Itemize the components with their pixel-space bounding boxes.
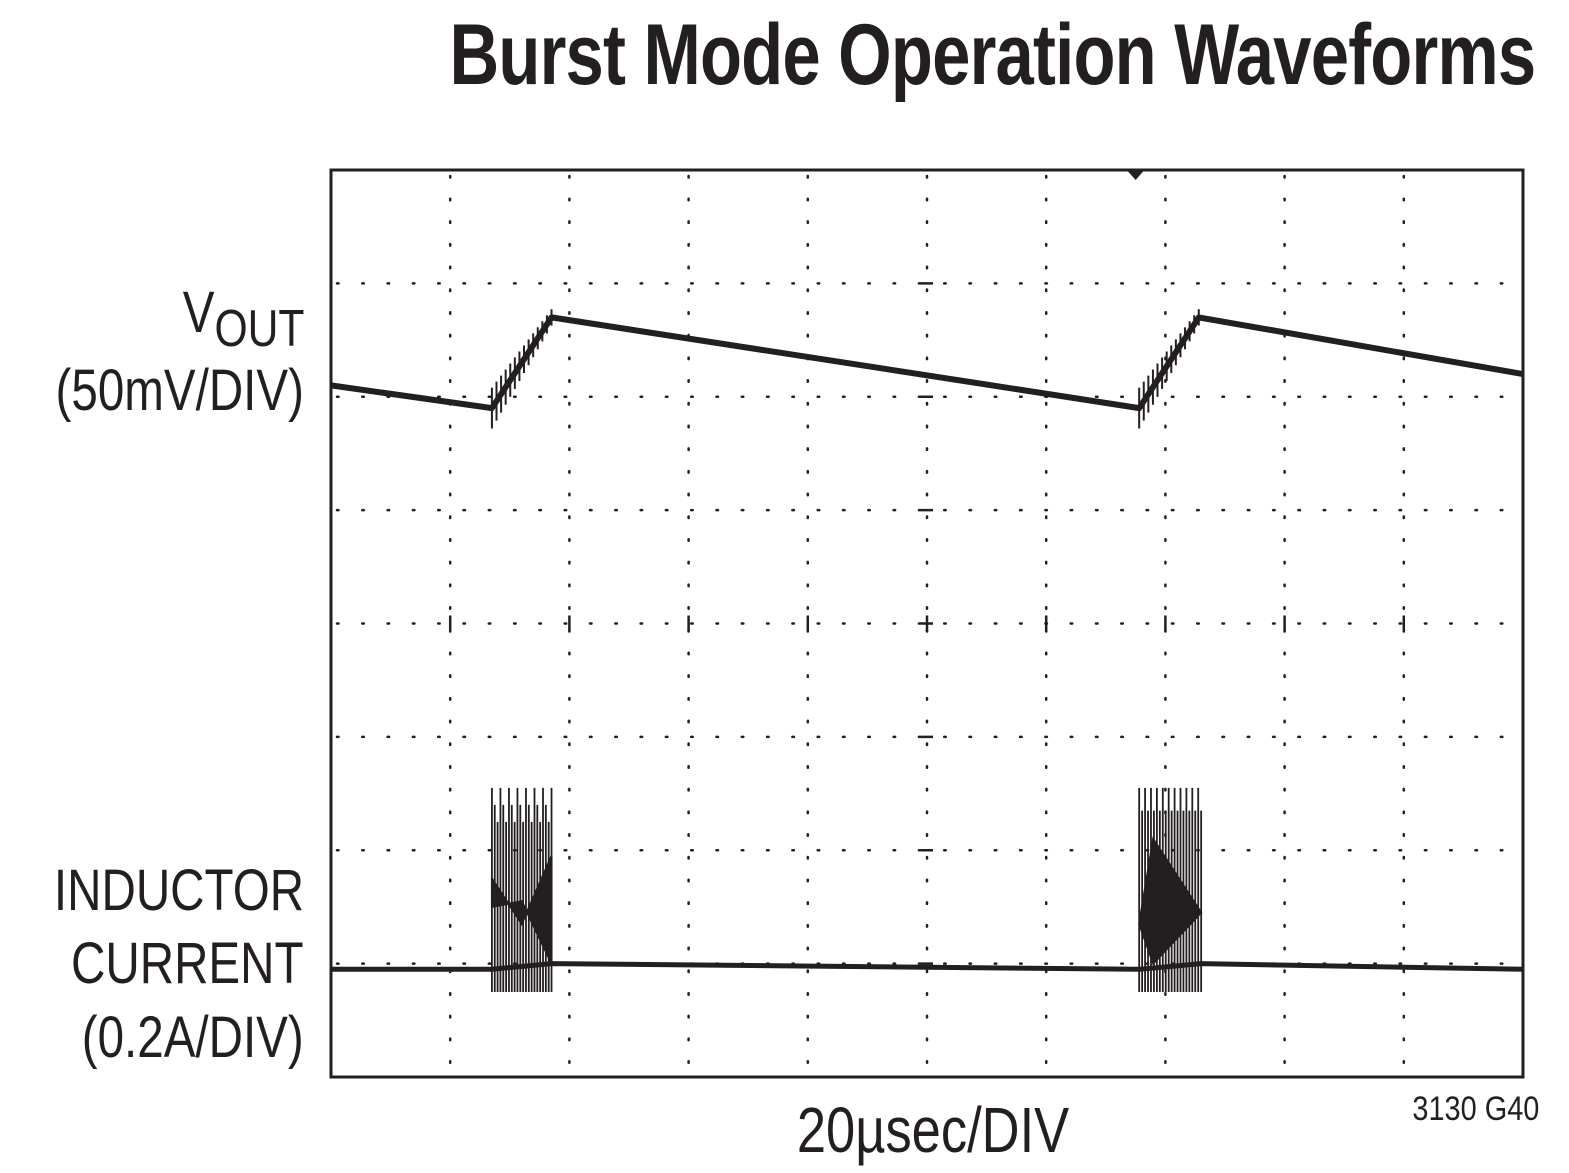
grid: [335, 171, 1519, 1073]
inductor-burst-envelope: [490, 855, 553, 965]
inductor-label-line1: INDUCTOR: [53, 858, 304, 923]
x-axis-label: 20µsec/DIV: [796, 1094, 1070, 1166]
chart-title: Burst Mode Operation Waveforms: [449, 7, 1536, 103]
inductor-label-line2: CURRENT: [71, 931, 304, 996]
figure-id: 3130 G40: [1412, 1090, 1539, 1128]
plot-frame: [329, 168, 1525, 1079]
inductor-current-trace: [331, 961, 1524, 972]
inductor-scale-label: (0.2A/DIV): [81, 1005, 304, 1070]
vout-trace: [330, 314, 1524, 412]
vout-scale-label: (50mV/DIV): [55, 358, 304, 423]
inductor-burst-envelope: [1138, 836, 1203, 966]
traces: [330, 309, 1524, 992]
trigger-marker: [1127, 171, 1144, 180]
vout-label-main: V: [182, 280, 214, 345]
vout-label-sub: OUT: [213, 300, 304, 358]
vout-label: VOUT: [182, 278, 304, 364]
